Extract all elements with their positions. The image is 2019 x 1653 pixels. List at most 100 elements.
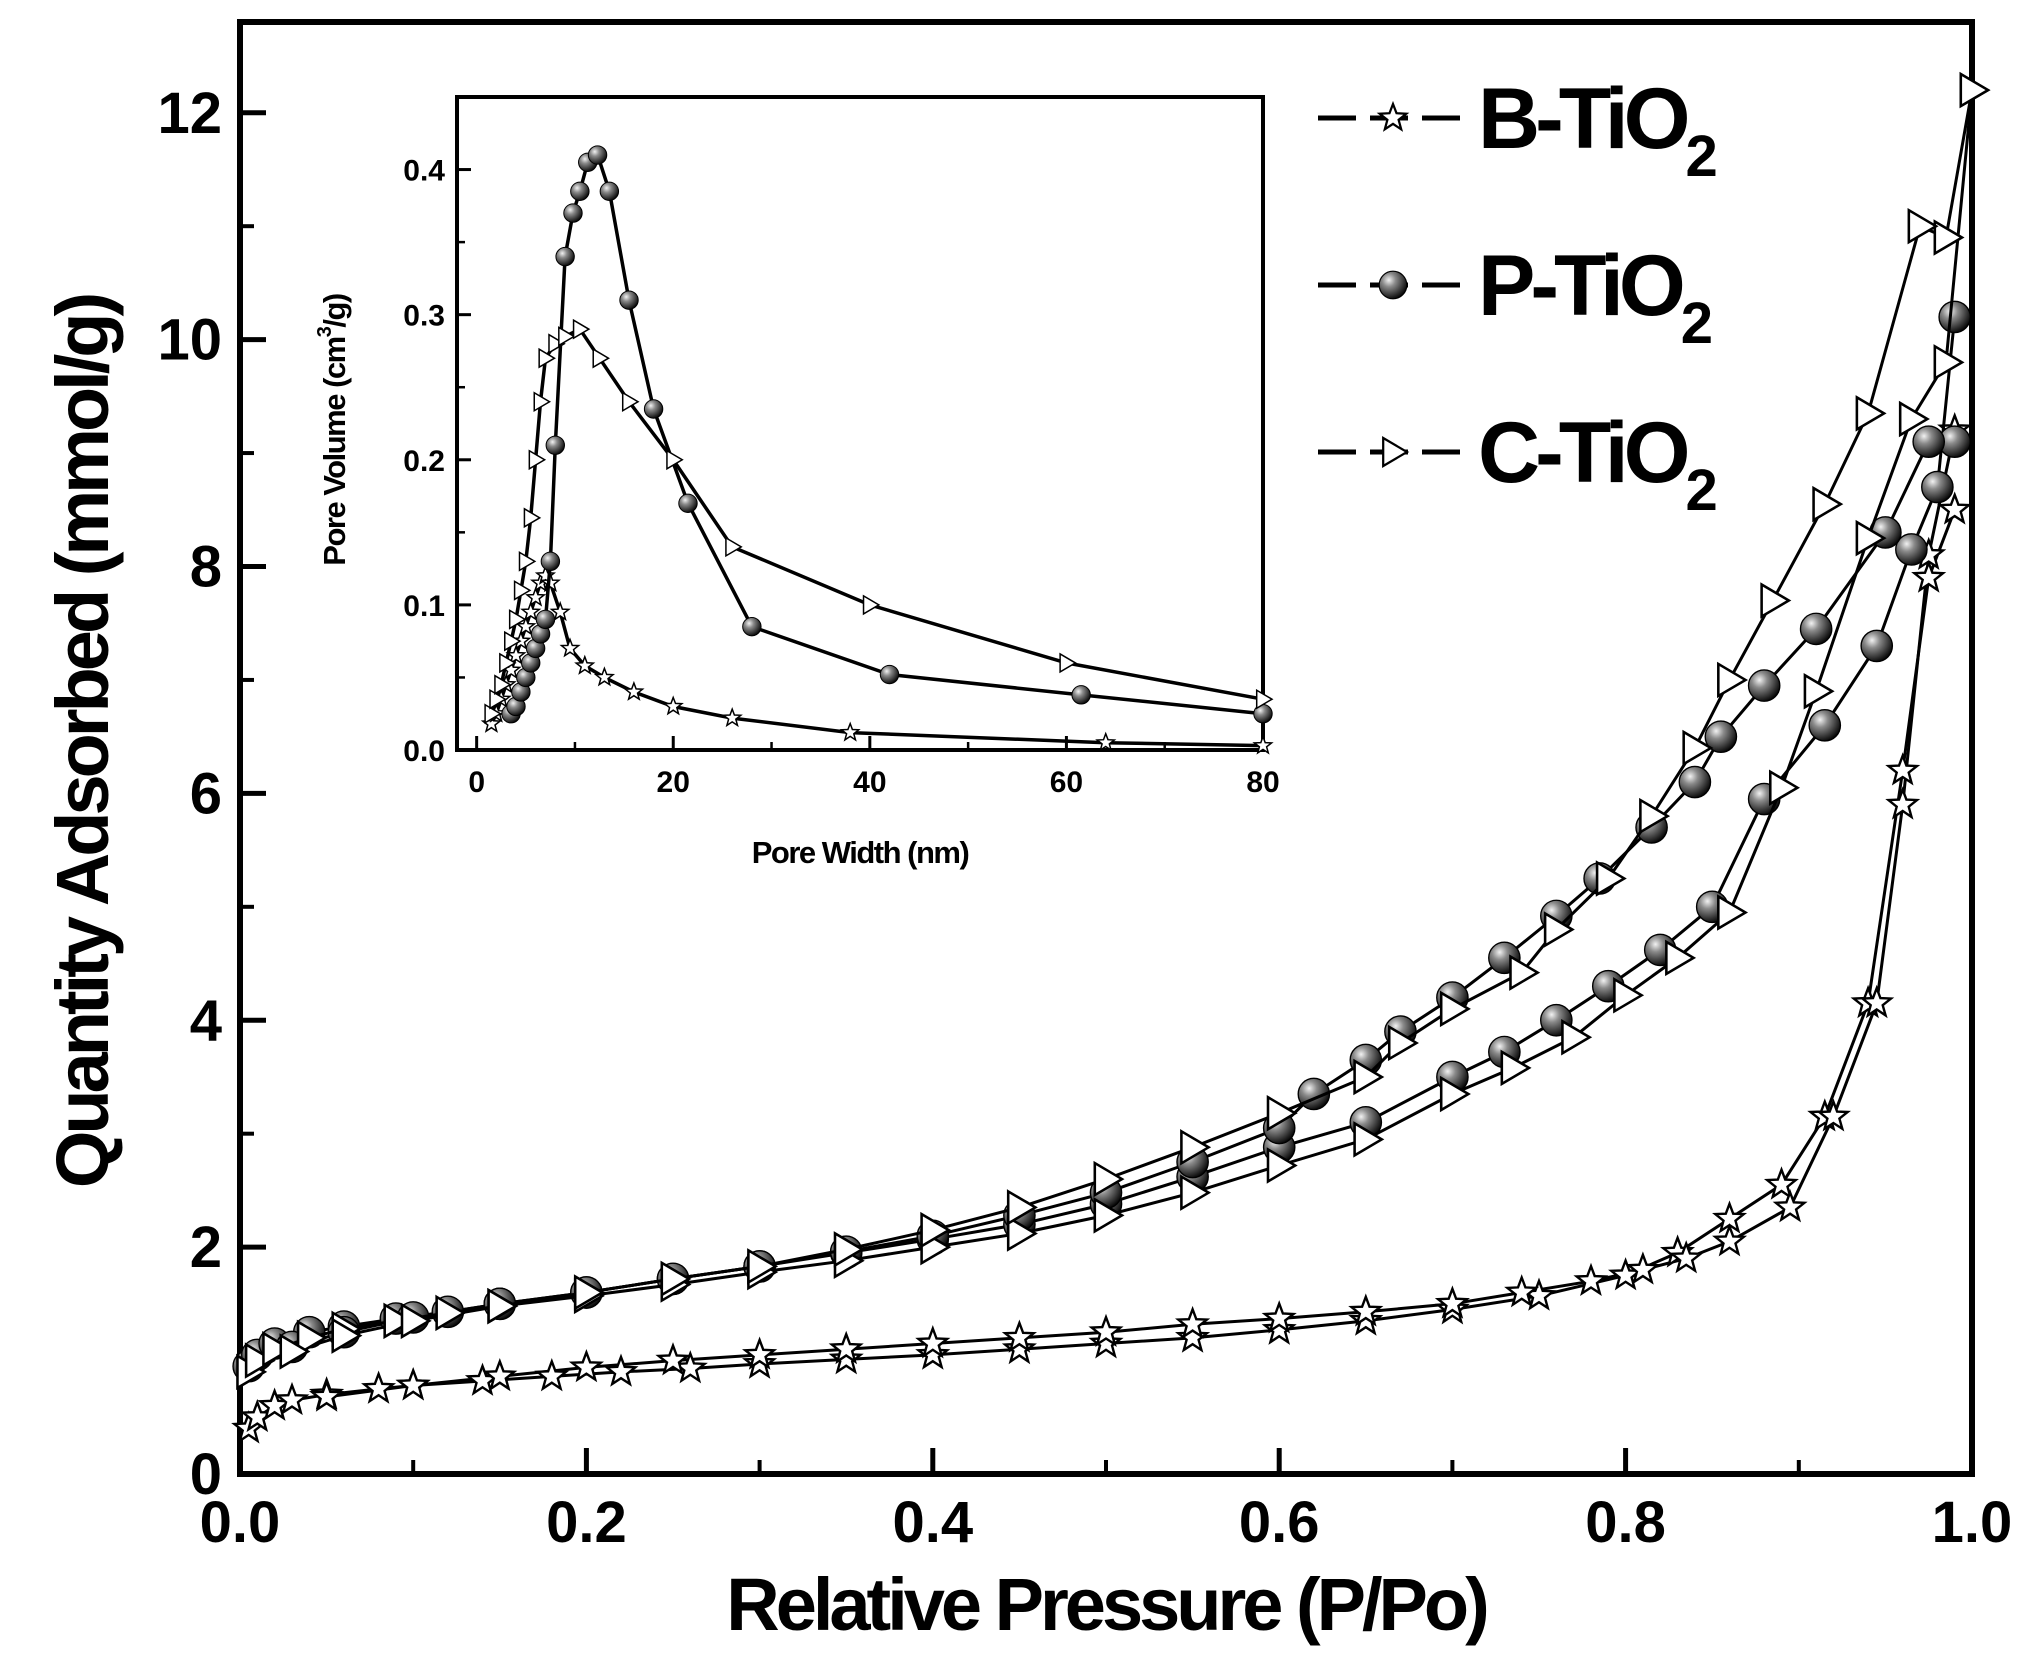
main-c-tio2-desorption-point-5 (1760, 582, 1792, 619)
main-c-tio2-adsorption-point-16 (1266, 1147, 1298, 1184)
inset-p-tio2-point-15 (599, 181, 620, 202)
main-x-tick-label-1: 0.2 (546, 1490, 627, 1555)
main-b-tio2-desorption-point-20 (655, 1342, 691, 1376)
main-b-tio2-desorption-point-17 (915, 1325, 951, 1359)
main-b-tio2-desorption-point-9 (1573, 1262, 1609, 1297)
inset-p-tio2-point-18 (678, 493, 698, 514)
main-y-axis-title: Quantity Adsorbed (mmol/g) (41, 296, 124, 1189)
main-b-tio2-desorption-point-24 (309, 1378, 345, 1412)
main-series-c-tio2 (236, 71, 1991, 1391)
inset-y-axis-title-sup: 3 (314, 326, 336, 337)
legend-label-p-tio2-sub: 2 (1681, 291, 1711, 356)
main-b-tio2-desorption-point-19 (742, 1336, 778, 1370)
inset-c-tio2-point-19 (862, 594, 881, 616)
main-x-tick-label-4: 0.8 (1585, 1490, 1666, 1555)
inset-p-tio2-point-17 (643, 399, 664, 419)
inset-c-tio2-point-12 (548, 333, 566, 355)
inset-series (480, 145, 1274, 755)
main-b-tio2-desorption-point-14 (1175, 1305, 1211, 1340)
inset-c-tio2-point-7 (518, 551, 537, 572)
main-b-tio2-desorption-point-8 (1625, 1251, 1661, 1285)
main-b-tio2-desorption-point-15 (1088, 1313, 1124, 1348)
inset-c-tio2-point-4 (504, 630, 522, 652)
main-b-tio2-desorption-point-18 (828, 1330, 864, 1365)
main-c-tio2-adsorption-point-27 (1898, 400, 1930, 438)
inset-x-tick-label-3: 60 (1050, 766, 1083, 799)
main-c-tio2-desorption-point-26 (331, 1317, 363, 1354)
main-p-tio2-desorption-point-1 (1912, 425, 1946, 459)
inset-c-tio2-point-11 (538, 347, 556, 369)
inset-ticks: 0 20 40 60 80 0.0 0.1 0.2 0.3 0.4 (403, 155, 1279, 799)
main-b-tio2-desorption-point-13 (1261, 1300, 1297, 1334)
main-c-tio2-adsorption-point-17 (1353, 1121, 1385, 1158)
inset-p-tio2-point-7 (535, 609, 556, 630)
main-b-tio2-adsorption-point-3 (274, 1381, 310, 1416)
main-c-tio2-adsorption-point-22 (1665, 939, 1697, 977)
main-c-tio2-desorption-point-10 (1543, 911, 1575, 948)
legend-marker-p-tio2 (1378, 270, 1408, 300)
inset-y-axis-title: Pore Volume (cm3/g) (314, 294, 352, 566)
inset-c-tio2-line (489, 326, 1264, 715)
legend-marker-shape-1 (1378, 270, 1408, 300)
main-c-tio2-adsorption-point-23 (1717, 894, 1749, 931)
main-y-tick-label-4: 8 (190, 535, 222, 600)
main-b-tio2-adsorption-point-24 (1763, 1166, 1799, 1200)
inset-c-tio2-point-8 (523, 507, 542, 529)
inset-y-axis-title-main: Pore Volume (cm (317, 337, 352, 565)
legend-label-p-tio2-text: P-TiO (1478, 238, 1683, 334)
inset-x-tick-label-0: 0 (468, 766, 485, 799)
inset-c-tio2-point-18 (725, 536, 743, 558)
main-c-tio2-adsorption-point-18 (1439, 1075, 1471, 1113)
main-p-tio2-desorption-point-6 (1678, 765, 1712, 799)
inset-b-tio2-point-7 (515, 615, 537, 636)
inset-c-tio2-point-1 (489, 688, 507, 710)
main-b-tio2-adsorption-point-29 (1937, 491, 1973, 525)
inset-c-tio2-point-2 (494, 674, 512, 696)
inset-c-tio2-point-17 (666, 449, 684, 471)
main-c-tio2-desorption-point-6 (1717, 661, 1749, 699)
inset-b-tio2-point-19 (721, 706, 743, 728)
main-y-tick-label-3: 6 (190, 761, 222, 826)
inset-series-c-tio2 (484, 318, 1274, 725)
inset-p-tio2-point-12 (570, 181, 590, 202)
inset-c-tio2-point-6 (513, 580, 532, 601)
inset-c-tio2-point-9 (528, 449, 547, 471)
main-b-tio2-desorption-point-6 (1712, 1223, 1748, 1257)
main-b-tio2-adsorption-point-14 (1001, 1330, 1037, 1365)
main-x-tick-label-2: 0.4 (892, 1490, 973, 1555)
inset-c-tio2-point-10 (533, 391, 552, 413)
legend-entry-p-tio2: P-TiO2 (1318, 238, 1716, 356)
main-c-tio2-desorption-point-20 (833, 1231, 865, 1268)
inset-b-tio2-point-18 (662, 695, 684, 716)
inset-c-tio2-point-15 (592, 347, 611, 369)
inset-p-tio2-point-11 (563, 203, 583, 223)
legend-marker-b-tio2 (1376, 100, 1410, 132)
main-b-tio2-adsorption-point-8 (534, 1357, 570, 1392)
main-y-tick-label-0: 0 (190, 1442, 222, 1507)
main-c-tio2-desorption-line (291, 89, 1974, 1353)
main-p-tio2-adsorption-point-29 (1938, 300, 1972, 334)
main-x-tick-label-3: 0.6 (1239, 1490, 1320, 1555)
main-c-tio2-adsorption-point-6 (435, 1294, 467, 1332)
inset-plot-frame (455, 95, 1265, 752)
main-b-tio2-adsorption-point-27 (1885, 752, 1921, 786)
inset-y-tick-label-1: 0.1 (403, 590, 445, 623)
inset-p-tio2-point-20 (879, 664, 900, 685)
main-b-tio2-desorption-point-7 (1668, 1240, 1704, 1274)
main-c-tio2-desorption-point-8 (1639, 797, 1671, 835)
main-c-tio2-desorption-point-11 (1509, 954, 1541, 991)
inset-p-tio2-point-10 (555, 246, 575, 267)
main-c-tio2-desorption-point-1 (1933, 219, 1965, 256)
main-p-tio2-desorption-point-3 (1799, 612, 1833, 646)
main-c-tio2-adsorption-point-25 (1803, 673, 1835, 710)
inset-b-tio2-point-8 (520, 600, 542, 622)
legend-label-p-tio2: P-TiO2 (1478, 238, 1711, 356)
main-c-tio2-adsorption-point-13 (1006, 1215, 1038, 1252)
legend-label-b-tio2-sub: 2 (1686, 124, 1716, 189)
main-b-tio2-adsorption-point-17 (1261, 1311, 1297, 1345)
main-c-tio2-adsorption-point-21 (1613, 977, 1645, 1014)
main-c-tio2-desorption-point-16 (1180, 1129, 1212, 1166)
main-c-tio2-desorption-point-19 (920, 1211, 952, 1249)
main-b-tio2-adsorption-point-9 (603, 1353, 639, 1387)
inset-c-tio2-point-14 (572, 318, 591, 340)
